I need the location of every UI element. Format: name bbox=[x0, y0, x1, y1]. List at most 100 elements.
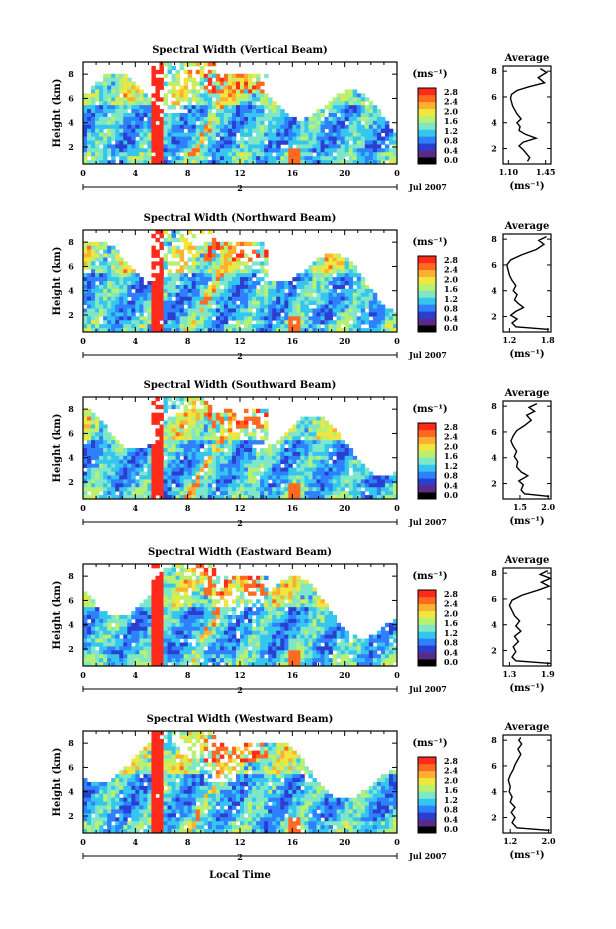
heatmap-cell bbox=[284, 483, 289, 488]
heatmap-cell bbox=[147, 459, 152, 465]
heatmap-cell bbox=[127, 140, 132, 145]
heatmap-cell bbox=[183, 463, 189, 469]
heatmap-cell bbox=[171, 300, 176, 305]
heatmap-cell bbox=[328, 451, 333, 457]
heatmap-cell bbox=[392, 160, 398, 165]
heatmap-cell bbox=[119, 479, 124, 484]
heatmap-cell bbox=[199, 571, 205, 577]
x-tick-label: 12 bbox=[234, 503, 245, 513]
heatmap-cell bbox=[95, 440, 100, 445]
heatmap-cell bbox=[316, 432, 321, 437]
heatmap-cell bbox=[364, 128, 370, 134]
heatmap-cell bbox=[195, 603, 201, 608]
heatmap-cell bbox=[215, 440, 221, 445]
heatmap-cell bbox=[123, 292, 128, 298]
heatmap-cell bbox=[107, 101, 112, 106]
heatmap-cell bbox=[235, 292, 241, 298]
heatmap-cell bbox=[332, 483, 338, 488]
heatmap-cell bbox=[183, 89, 189, 94]
heatmap-cell bbox=[316, 292, 321, 298]
heatmap-cell bbox=[99, 611, 104, 616]
heatmap-cell bbox=[235, 140, 241, 145]
heatmap-cell bbox=[376, 304, 382, 309]
heatmap-cell bbox=[87, 495, 92, 500]
heatmap-cell bbox=[155, 77, 160, 83]
heatmap-cell bbox=[127, 101, 132, 106]
heatmap-cell bbox=[316, 487, 321, 492]
heatmap-field bbox=[83, 397, 398, 500]
heatmap-cell bbox=[215, 424, 221, 429]
heatmap-cell bbox=[300, 120, 305, 126]
heatmap-cell bbox=[159, 277, 164, 282]
heatmap-cell bbox=[83, 615, 88, 620]
heatmap-cell bbox=[388, 328, 394, 333]
heatmap-cell bbox=[231, 300, 237, 305]
heatmap-cell bbox=[272, 144, 277, 149]
heatmap-cell bbox=[183, 634, 189, 639]
heatmap-cell bbox=[320, 124, 325, 130]
heatmap-cell bbox=[147, 113, 152, 118]
heatmap-cell bbox=[248, 132, 253, 137]
heatmap-cell bbox=[195, 136, 201, 141]
heatmap-cell bbox=[123, 89, 128, 94]
heatmap-cell bbox=[191, 265, 197, 270]
heatmap-cell bbox=[332, 308, 338, 313]
heatmap-cell bbox=[219, 148, 225, 153]
colorbar-segment bbox=[418, 423, 436, 431]
heatmap-cell bbox=[324, 483, 329, 488]
heatmap-cell bbox=[187, 444, 193, 449]
heatmap-cell bbox=[264, 308, 269, 313]
heatmap-cell bbox=[328, 288, 333, 294]
heatmap-cell bbox=[103, 81, 108, 86]
heatmap-cell bbox=[111, 124, 116, 130]
heatmap-cell bbox=[183, 603, 189, 608]
heatmap-cell bbox=[91, 124, 96, 130]
heatmap-cell bbox=[324, 451, 329, 457]
heatmap-cell bbox=[300, 288, 305, 294]
heatmap-cell bbox=[103, 622, 108, 628]
heatmap-cell bbox=[211, 113, 217, 118]
heatmap-cell bbox=[87, 626, 92, 632]
heatmap-cell bbox=[199, 316, 205, 321]
colorbar-segment bbox=[418, 269, 436, 278]
heatmap-cell bbox=[231, 412, 237, 418]
heatmap-cell bbox=[155, 662, 160, 667]
heatmap-cell bbox=[340, 144, 346, 149]
heatmap-cell bbox=[340, 261, 346, 266]
heatmap-cell bbox=[244, 459, 249, 465]
heatmap-cell bbox=[199, 436, 205, 441]
heatmap-cell bbox=[211, 284, 217, 290]
heatmap-cell bbox=[264, 128, 269, 134]
heatmap-cell bbox=[179, 451, 185, 457]
heatmap-cell bbox=[95, 140, 100, 145]
heatmap-cell bbox=[115, 622, 120, 628]
heatmap-cell bbox=[115, 253, 120, 258]
heatmap-cell bbox=[171, 144, 176, 149]
heatmap-cell bbox=[123, 487, 128, 492]
heatmap-cell bbox=[155, 448, 160, 453]
heatmap-cell bbox=[195, 148, 201, 153]
heatmap-cell bbox=[219, 265, 225, 270]
heatmap-cell bbox=[183, 140, 189, 145]
heatmap-cell bbox=[127, 124, 132, 130]
heatmap-cell bbox=[356, 160, 362, 165]
heatmap-cell bbox=[187, 483, 193, 488]
heatmap-cell bbox=[252, 148, 257, 153]
heatmap-cell bbox=[388, 308, 394, 313]
heatmap-cell bbox=[139, 300, 144, 305]
heatmap-cell bbox=[288, 440, 293, 445]
heatmap-cell bbox=[227, 284, 233, 290]
heatmap-cell bbox=[231, 467, 237, 472]
heatmap-cell bbox=[87, 440, 92, 445]
heatmap-cell bbox=[87, 320, 92, 325]
heatmap-cell bbox=[83, 253, 88, 258]
heatmap-cell bbox=[328, 101, 333, 106]
heatmap-cell bbox=[256, 113, 261, 118]
heatmap-cell bbox=[163, 463, 168, 469]
heatmap-cell bbox=[215, 257, 221, 262]
heatmap-cell bbox=[195, 638, 201, 643]
heatmap-cell bbox=[356, 124, 362, 130]
heatmap-cell bbox=[111, 265, 116, 270]
heatmap-cell bbox=[312, 124, 317, 130]
heatmap-cell bbox=[99, 428, 104, 433]
